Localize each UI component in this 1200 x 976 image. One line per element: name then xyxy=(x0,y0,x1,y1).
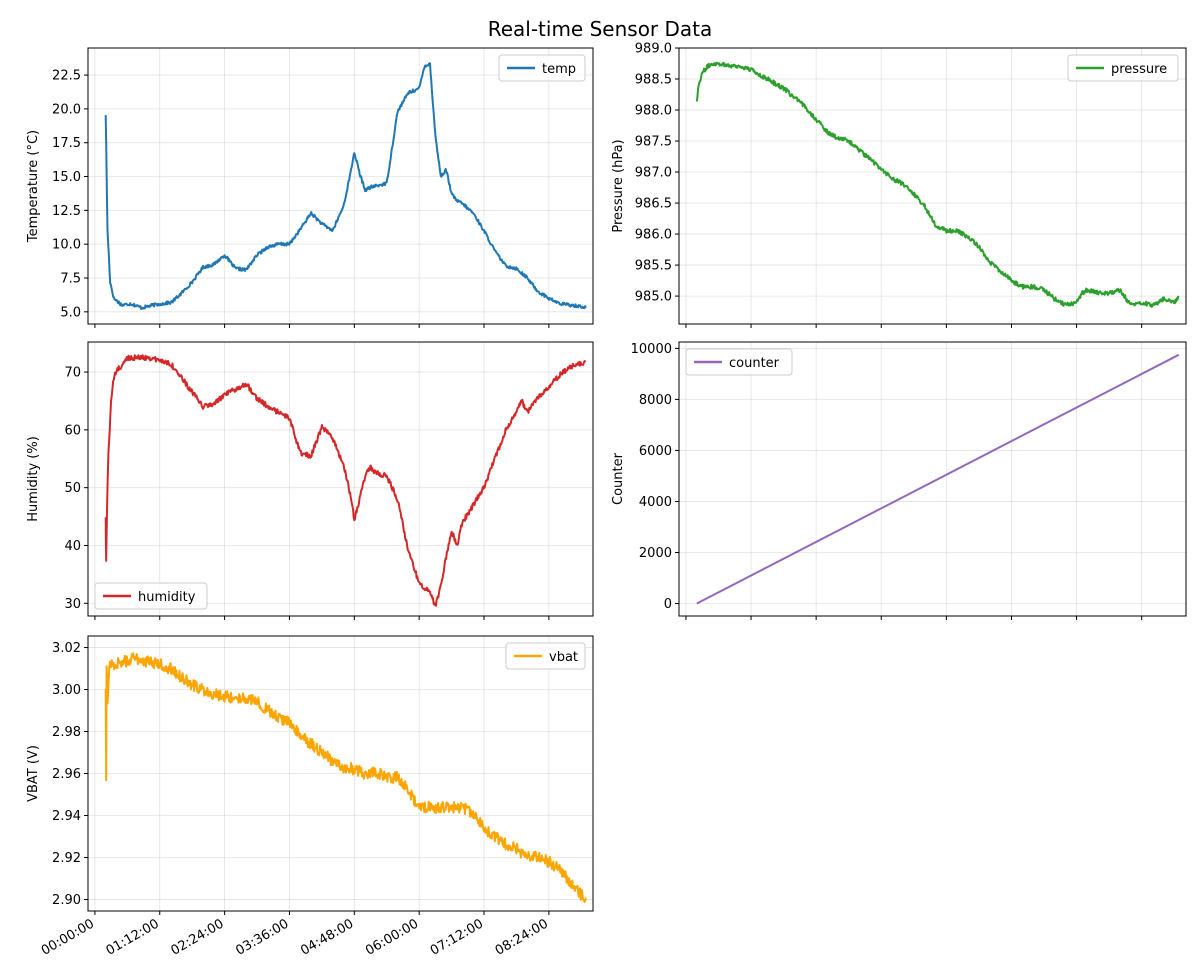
vbat-y-tick-label: 2.98 xyxy=(52,725,81,740)
counter-legend-box xyxy=(685,348,793,376)
vbat-y-tick-label: 2.96 xyxy=(52,767,81,782)
temp-series-line xyxy=(104,62,587,310)
counter-y-tick-label: 2000 xyxy=(639,546,672,561)
pressure-y-tick-label: 987.5 xyxy=(635,135,672,150)
humidity-y-tick-label: 40 xyxy=(64,539,81,554)
x-tick-label: 00:00:00 xyxy=(39,916,97,958)
vbat-legend-box xyxy=(505,642,586,670)
x-tick-label: 08:24:00 xyxy=(493,916,551,958)
vbat-plot-area xyxy=(88,636,593,911)
pressure-y-tick-label: 986.5 xyxy=(635,197,672,212)
temp-y-tick-label: 7.5 xyxy=(60,272,81,287)
pressure-subplot: 985.0 985.5 986.0 986.5 987.0 987.5 988.0 988.5… xyxy=(611,42,1187,328)
pressure-plot-area xyxy=(679,48,1186,324)
temp-y-tick-label: 17.5 xyxy=(52,136,81,151)
counter-axes-frame xyxy=(678,341,1187,617)
pressure-y-tick-label: 987.0 xyxy=(635,166,672,181)
pressure-y-tick-label: 985.5 xyxy=(635,259,672,274)
counter-subplot: 0 2000 4000 6000 8000 10000 Counter counter xyxy=(611,341,1187,620)
pressure-axes-frame xyxy=(678,47,1187,325)
counter-plot-area xyxy=(679,342,1186,616)
vbat-y-tick-label: 3.00 xyxy=(52,683,81,698)
vbat-y-tick-label: 2.92 xyxy=(52,851,81,866)
temp-y-tick-label: 15.0 xyxy=(52,170,81,185)
pressure-y-axis-label: Pressure (hPa) xyxy=(611,139,626,232)
counter-legend: counter xyxy=(685,348,793,376)
vbat-y-axis-label: VBAT (V) xyxy=(26,745,41,802)
humidity-plot-area xyxy=(88,342,593,616)
counter-y-tick-label: 10000 xyxy=(631,342,672,357)
x-tick-label: 07:12:00 xyxy=(428,916,486,958)
vbat-series-line xyxy=(104,652,587,903)
vbat-legend-label: vbat xyxy=(549,650,578,665)
humidity-y-tick-label: 50 xyxy=(64,481,81,496)
pressure-legend-box xyxy=(1067,54,1179,82)
pressure-y-tick-label: 989.0 xyxy=(635,42,672,57)
subplot-grid: 5.0 7.5 10.0 12.5 15.0 17.5 20.0 22.5 Temperatur… xyxy=(26,42,1187,959)
humidity-axes-frame xyxy=(87,341,594,617)
pressure-y-tick-label: 988.0 xyxy=(635,104,672,119)
vbat-y-tick-label: 2.94 xyxy=(52,809,81,824)
vbat-subplot: 00:00:00 01:12:00 02:24:00 03:36:00 04:48:00… xyxy=(26,635,594,959)
x-tick-label: 01:12:00 xyxy=(104,916,162,958)
counter-y-axis-label: Counter xyxy=(611,452,626,505)
humidity-legend-label: humidity xyxy=(138,590,196,605)
humidity-legend-box xyxy=(94,582,208,610)
temp-y-axis-label: Temperature (°C) xyxy=(26,130,41,243)
temp-legend-box xyxy=(498,54,586,82)
temp-y-tick-label: 20.0 xyxy=(52,102,81,117)
counter-y-tick-label: 4000 xyxy=(639,495,672,510)
x-tick-label: 03:36:00 xyxy=(233,916,291,958)
humidity-y-tick-label: 60 xyxy=(64,423,81,438)
temp-y-tick-label: 5.0 xyxy=(60,305,81,320)
humidity-y-tick-label: 70 xyxy=(64,366,81,381)
counter-y-tick-label: 0 xyxy=(664,597,672,612)
vbat-y-tick-label: 2.90 xyxy=(52,893,81,908)
temp-y-tick-label: 12.5 xyxy=(52,204,81,219)
figure-title: Real-time Sensor Data xyxy=(488,17,713,41)
pressure-legend-label: pressure xyxy=(1111,62,1167,77)
vbat-y-tick-label: 3.02 xyxy=(52,641,81,656)
pressure-y-tick-label: 986.0 xyxy=(635,228,672,243)
humidity-y-axis-label: Humidity (%) xyxy=(26,436,41,522)
humidity-y-tick-label: 30 xyxy=(64,597,81,612)
temp-y-tick-label: 10.0 xyxy=(52,238,81,253)
vbat-legend: vbat xyxy=(505,642,586,670)
pressure-y-tick-label: 988.5 xyxy=(635,73,672,88)
x-tick-label: 02:24:00 xyxy=(169,916,227,958)
x-tick-label: 04:48:00 xyxy=(298,916,356,958)
humidity-legend: humidity xyxy=(94,582,208,610)
temp-subplot: 5.0 7.5 10.0 12.5 15.0 17.5 20.0 22.5 Temperatur… xyxy=(26,47,594,328)
humidity-series-line xyxy=(104,354,587,607)
humidity-subplot: 30 40 50 60 70 Humidity (%) humidity xyxy=(26,341,594,620)
x-tick-label: 06:00:00 xyxy=(363,916,421,958)
counter-legend-label: counter xyxy=(729,356,780,371)
counter-y-tick-label: 8000 xyxy=(639,393,672,408)
temp-legend: temp xyxy=(498,54,586,82)
counter-y-tick-label: 6000 xyxy=(639,444,672,459)
temp-plot-area xyxy=(88,48,593,324)
pressure-series-line xyxy=(695,61,1180,308)
temp-legend-label: temp xyxy=(542,62,576,77)
counter-series-line xyxy=(696,353,1180,605)
temp-y-tick-label: 22.5 xyxy=(52,69,81,84)
temp-axes-frame xyxy=(87,47,594,325)
pressure-y-tick-label: 985.0 xyxy=(635,290,672,305)
pressure-legend: pressure xyxy=(1067,54,1179,82)
vbat-axes-frame xyxy=(87,635,594,912)
